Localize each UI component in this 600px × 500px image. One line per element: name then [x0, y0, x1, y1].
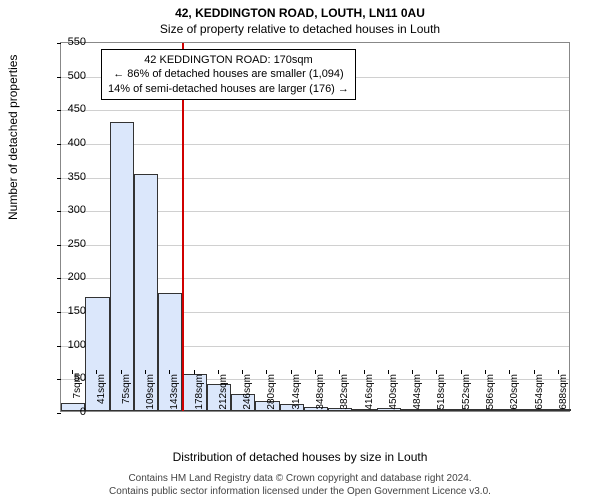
ytick-label: 550: [46, 36, 86, 48]
xtick-label: 620sqm: [509, 374, 520, 424]
gridline: [61, 110, 569, 111]
annotation-line: ← 86% of detached houses are smaller (1,…: [108, 67, 349, 81]
chart-plot-area: 42 KEDDINGTON ROAD: 170sqm← 86% of detac…: [60, 42, 570, 412]
page-title: 42, KEDDINGTON ROAD, LOUTH, LN11 0AU: [0, 0, 600, 20]
ytick-label: 450: [46, 103, 86, 115]
ytick-label: 250: [46, 238, 86, 250]
xtick-label: 280sqm: [266, 374, 277, 424]
ytick-label: 400: [46, 137, 86, 149]
xtick-label: 75sqm: [121, 374, 132, 424]
x-axis-label: Distribution of detached houses by size …: [0, 450, 600, 464]
ytick-label: 300: [46, 204, 86, 216]
xtick-label: 586sqm: [485, 374, 496, 424]
xtick-label: 7sqm: [72, 374, 83, 424]
xtick-label: 314sqm: [291, 374, 302, 424]
xtick-label: 246sqm: [242, 374, 253, 424]
xtick-label: 382sqm: [339, 374, 350, 424]
xtick-label: 178sqm: [194, 374, 205, 424]
xtick-label: 654sqm: [534, 374, 545, 424]
footer-attribution: Contains HM Land Registry data © Crown c…: [0, 473, 600, 498]
xtick-label: 109sqm: [145, 374, 156, 424]
ytick-label: 200: [46, 271, 86, 283]
annotation-box: 42 KEDDINGTON ROAD: 170sqm← 86% of detac…: [101, 49, 356, 100]
y-axis-label: Number of detached properties: [6, 55, 20, 220]
ytick-label: 150: [46, 305, 86, 317]
xtick-label: 450sqm: [388, 374, 399, 424]
ytick-label: 350: [46, 171, 86, 183]
xtick-label: 416sqm: [364, 374, 375, 424]
ytick-label: 500: [46, 70, 86, 82]
histogram-bar: [110, 122, 134, 411]
xtick-label: 348sqm: [315, 374, 326, 424]
annotation-line: 14% of semi-detached houses are larger (…: [108, 82, 349, 96]
xtick-label: 518sqm: [436, 374, 447, 424]
xtick-label: 212sqm: [218, 374, 229, 424]
page-subtitle: Size of property relative to detached ho…: [0, 20, 600, 36]
annotation-line: 42 KEDDINGTON ROAD: 170sqm: [108, 53, 349, 67]
footer-line-2: Contains public sector information licen…: [0, 486, 600, 499]
xtick-label: 688sqm: [558, 374, 569, 424]
footer-line-1: Contains HM Land Registry data © Crown c…: [0, 473, 600, 486]
gridline: [61, 144, 569, 145]
xtick-label: 484sqm: [412, 374, 423, 424]
xtick-label: 552sqm: [461, 374, 472, 424]
xtick-label: 41sqm: [96, 374, 107, 424]
xtick-label: 143sqm: [169, 374, 180, 424]
ytick-label: 100: [46, 339, 86, 351]
